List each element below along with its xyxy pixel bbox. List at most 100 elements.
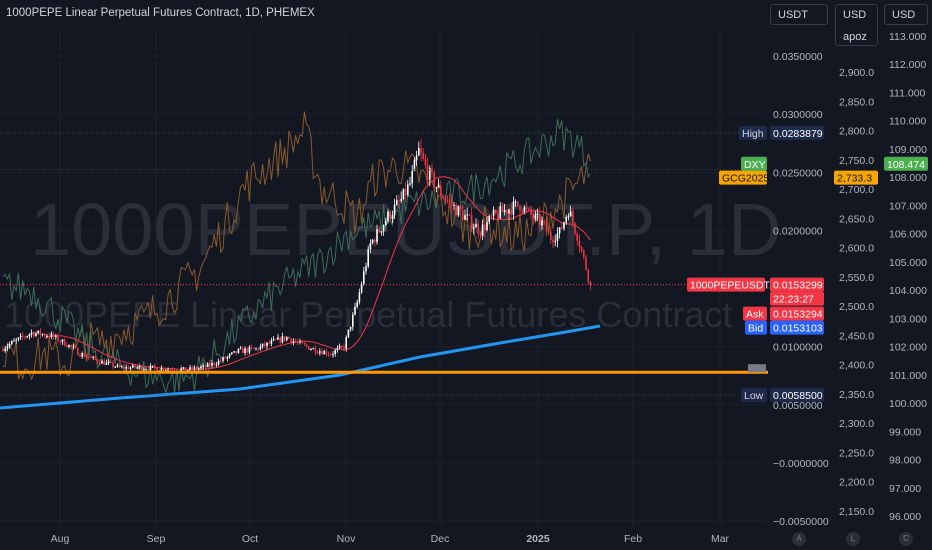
- candle-body: [552, 239, 554, 243]
- bid-tag-label: Bid: [748, 323, 763, 335]
- unit-selector-usdt[interactable]: USDT: [770, 4, 828, 25]
- candle-body: [235, 351, 237, 354]
- gcg-tick-label: 2,350.0: [839, 389, 874, 401]
- candle-body: [74, 346, 77, 348]
- price-tick-label: −0.0050000: [773, 516, 829, 528]
- candle-body: [24, 336, 26, 338]
- candle-body: [433, 172, 435, 188]
- low-tag-label: Low: [744, 390, 764, 402]
- candle-body: [572, 211, 574, 223]
- dxy-tick-label: 96.000: [889, 511, 921, 523]
- bid-tag-value: 0.0153103: [773, 323, 823, 335]
- candle-body: [514, 201, 517, 203]
- candle-body: [92, 356, 94, 358]
- candle-body: [336, 348, 339, 351]
- candle-body: [39, 330, 42, 335]
- candle-body: [413, 160, 416, 171]
- candle-body: [561, 227, 563, 229]
- candle-body: [28, 334, 31, 337]
- candle-body: [367, 248, 369, 267]
- x-axis-label: Feb: [624, 533, 642, 545]
- candle-body: [486, 221, 488, 231]
- candle-body: [156, 367, 158, 371]
- low-tag-value-bg: [770, 387, 824, 402]
- candle-body: [123, 366, 125, 369]
- ma-20-line: [44, 176, 591, 371]
- candle-body: [11, 341, 13, 345]
- candle-body: [112, 362, 114, 367]
- candle-body: [202, 365, 204, 367]
- gcg-tick-label: 2,300.0: [839, 418, 874, 430]
- candle-body: [380, 231, 383, 233]
- candle-body: [444, 198, 446, 200]
- chart-grid: [0, 30, 765, 528]
- candle-body: [279, 337, 281, 343]
- candle-body: [257, 348, 259, 350]
- candle-body: [327, 354, 330, 356]
- currency-toggle[interactable]: C: [899, 532, 913, 546]
- dxy-tick-label: 105.000: [889, 257, 927, 269]
- candle-body: [316, 352, 319, 354]
- candle-body: [330, 354, 332, 356]
- dxy-tick-label: 97.000: [889, 483, 921, 495]
- unit-selector-gcg[interactable]: USD apoz: [835, 4, 878, 46]
- gcg-tag-value-bg: [834, 170, 878, 185]
- dxy-line: [2, 119, 591, 395]
- candle-body: [114, 366, 116, 368]
- log-scale-toggle[interactable]: L: [846, 532, 860, 546]
- candle-body: [407, 184, 409, 195]
- candle-body: [209, 363, 211, 366]
- candle-body: [506, 210, 508, 214]
- candle-body: [63, 339, 66, 346]
- candle-body: [272, 339, 275, 341]
- candle-body: [182, 367, 185, 369]
- unit-selector-dxy[interactable]: USD: [884, 4, 928, 25]
- dxy-tick-label: 106.000: [889, 229, 927, 241]
- candle-body: [70, 344, 72, 347]
- candle-body: [547, 231, 550, 233]
- candle-body: [8, 344, 11, 347]
- candle-body: [198, 368, 200, 370]
- dxy-tick-label: 107.000: [889, 200, 927, 212]
- candle-body: [481, 224, 484, 236]
- gcg-tick-label: 2,550.0: [839, 272, 874, 284]
- candle-body: [418, 148, 420, 156]
- candle-body: [77, 347, 79, 356]
- auto-scale-toggle[interactable]: A: [792, 532, 806, 546]
- candle-body: [343, 346, 345, 349]
- gcg-tick-label: 2,150.0: [839, 506, 874, 518]
- candle-body: [290, 338, 292, 343]
- chart-title: 1000PEPE Linear Perpetual Futures Contra…: [6, 7, 315, 19]
- dxy-tick-label: 109.000: [889, 144, 927, 156]
- candle-body: [396, 200, 398, 205]
- candle-body: [321, 351, 323, 355]
- countdown-tag: 22:23:27: [773, 294, 814, 306]
- candle-body: [409, 183, 411, 185]
- candle-body: [528, 208, 530, 210]
- candle-body: [389, 211, 391, 219]
- candle-body: [19, 335, 22, 338]
- candle-body: [26, 336, 28, 338]
- candle-body: [455, 205, 457, 216]
- candle-body: [231, 352, 233, 355]
- candle-body: [193, 367, 196, 370]
- candle-body: [143, 369, 145, 371]
- ma-200-line: [0, 324, 601, 410]
- candle-body: [96, 359, 99, 363]
- dxy-tag-value: 108.474: [887, 159, 925, 171]
- candle-body: [233, 351, 235, 353]
- dxy-tick-label: 111.000: [889, 87, 926, 99]
- candle-body: [512, 201, 515, 215]
- candle-body: [459, 206, 462, 211]
- candle-body: [429, 168, 431, 180]
- x-axis-label: Oct: [242, 533, 258, 545]
- candle-body: [169, 369, 171, 371]
- candle-body: [151, 365, 154, 367]
- candle-body: [189, 367, 191, 371]
- candle-body: [519, 206, 521, 211]
- candle-body: [495, 209, 497, 214]
- moving-averages: [0, 176, 601, 410]
- support-handle: [748, 364, 766, 373]
- candle-body: [57, 335, 59, 342]
